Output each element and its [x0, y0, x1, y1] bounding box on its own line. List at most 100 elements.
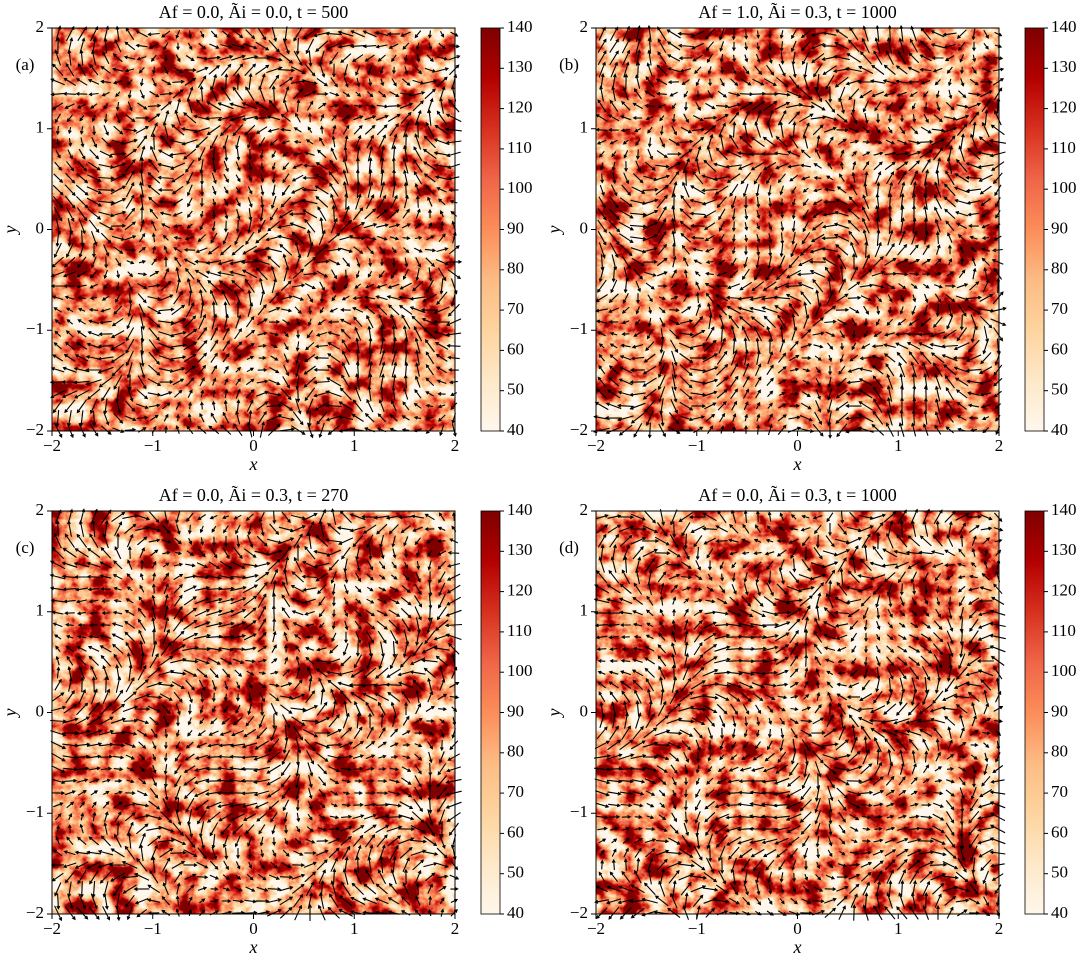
colorbar-tick-label: 100	[1051, 661, 1077, 680]
colorbar-tick-label: 110	[1051, 621, 1076, 640]
x-tick-label: 2	[995, 436, 1004, 455]
y-axis-label: y	[0, 709, 20, 719]
colorbar-tick-label: 40	[1051, 420, 1068, 439]
x-tick-label: −1	[144, 919, 162, 938]
y-tick-label: 1	[36, 118, 45, 137]
y-tick-label: −2	[570, 420, 588, 439]
colorbar-tick-label: 110	[1051, 138, 1076, 157]
colorbar-tick-label: 110	[507, 138, 532, 157]
y-axis-label: y	[544, 709, 564, 719]
y-axis-label: y	[544, 226, 564, 236]
x-tick-label: 2	[451, 919, 460, 938]
y-tick-label: −1	[570, 802, 588, 821]
colorbar-tick-label: 60	[507, 822, 524, 841]
y-tick-label: 2	[580, 17, 589, 36]
colorbar-tick-label: 50	[1051, 380, 1068, 399]
colorbar-tick-label: 120	[1051, 581, 1077, 600]
x-axis-label: x	[249, 937, 258, 957]
chart-title: Af = 1.0, Ãi = 0.3, t = 1000	[698, 1, 896, 22]
x-axis-label: x	[793, 454, 802, 474]
x-axis-label: x	[793, 937, 802, 957]
x-tick-label: −2	[587, 436, 605, 455]
x-tick-label: 2	[995, 919, 1004, 938]
x-tick-label: 1	[894, 436, 903, 455]
x-tick-label: −2	[43, 919, 61, 938]
x-tick-label: 1	[894, 919, 903, 938]
colorbar-tick-label: 60	[507, 339, 524, 358]
colorbar-tick-label: 140	[1051, 17, 1077, 36]
chart-title: Af = 0.0, Ãi = 0.3, t = 270	[159, 484, 348, 505]
colorbar-tick-label: 50	[1051, 863, 1068, 882]
chart-title: Af = 0.0, Ãi = 0.3, t = 1000	[698, 484, 896, 505]
y-tick-label: −1	[570, 319, 588, 338]
colorbar-tick-label: 130	[1051, 540, 1077, 559]
colorbar-tick-label: 120	[1051, 98, 1077, 117]
quiver-arrows	[49, 508, 463, 922]
y-tick-label: 1	[580, 601, 589, 620]
colorbar-tick-label: 70	[507, 782, 524, 801]
colorbar	[1024, 27, 1045, 432]
y-tick-label: 0	[580, 218, 589, 237]
colorbar	[480, 27, 501, 432]
colorbar-tick-label: 80	[507, 259, 524, 278]
y-tick-label: 2	[580, 500, 589, 519]
y-tick-label: −1	[26, 319, 44, 338]
x-tick-label: 2	[451, 436, 460, 455]
y-tick-label: −2	[26, 903, 44, 922]
colorbar-tick-label: 110	[507, 621, 532, 640]
colorbar-tick-label: 120	[507, 98, 533, 117]
panel-label: (c)	[16, 538, 35, 557]
colorbar-tick-label: 40	[507, 903, 524, 922]
colorbar	[480, 510, 501, 915]
y-tick-label: 1	[580, 118, 589, 137]
colorbar-tick-label: 130	[507, 540, 533, 559]
colorbar-tick-label: 50	[507, 863, 524, 882]
colorbar-tick-label: 50	[507, 380, 524, 399]
y-tick-label: 2	[36, 17, 45, 36]
chart-title: Af = 0.0, Ãi = 0.0, t = 500	[159, 1, 348, 22]
colorbar-tick-label: 80	[1051, 742, 1068, 761]
x-tick-label: −1	[688, 919, 706, 938]
x-tick-label: 0	[249, 436, 258, 455]
colorbar-tick-label: 70	[1051, 782, 1068, 801]
colorbar	[1024, 510, 1045, 915]
colorbar-tick-label: 100	[1051, 178, 1077, 197]
colorbar-tick-label: 120	[507, 581, 533, 600]
colorbar-tick-label: 80	[507, 742, 524, 761]
colorbar-tick-label: 80	[1051, 259, 1068, 278]
y-tick-label: −2	[26, 420, 44, 439]
colorbar-tick-label: 140	[507, 17, 533, 36]
colorbar-tick-label: 40	[507, 420, 524, 439]
colorbar-tick-label: 90	[1051, 218, 1068, 237]
colorbar-tick-label: 70	[1051, 299, 1068, 318]
colorbar-tick-label: 100	[507, 178, 533, 197]
heatmap-field	[596, 511, 999, 914]
panel-label: (d)	[559, 538, 579, 557]
panel-label: (a)	[16, 55, 35, 74]
x-tick-label: 0	[793, 436, 802, 455]
quiver-arrows	[593, 24, 1007, 439]
colorbar-tick-label: 90	[507, 701, 524, 720]
x-tick-label: −1	[144, 436, 162, 455]
colorbar-tick-label: 140	[1051, 500, 1077, 519]
y-tick-label: −2	[570, 903, 588, 922]
y-tick-label: 0	[580, 701, 589, 720]
y-tick-label: −1	[26, 802, 44, 821]
y-axis-label: y	[0, 226, 20, 236]
x-tick-label: 0	[793, 919, 802, 938]
quiver-arrows	[593, 508, 1006, 921]
colorbar-tick-label: 40	[1051, 903, 1068, 922]
y-tick-label: 1	[36, 601, 45, 620]
x-tick-label: −1	[688, 436, 706, 455]
x-axis-label: x	[249, 454, 258, 474]
colorbar-tick-label: 70	[507, 299, 524, 318]
colorbar-tick-label: 90	[507, 218, 524, 237]
x-tick-label: 1	[350, 919, 359, 938]
colorbar-tick-label: 60	[1051, 339, 1068, 358]
colorbar-tick-label: 140	[507, 500, 533, 519]
y-tick-label: 0	[36, 701, 45, 720]
x-tick-label: −2	[43, 436, 61, 455]
heatmap-field	[52, 28, 455, 431]
x-tick-label: −2	[587, 919, 605, 938]
